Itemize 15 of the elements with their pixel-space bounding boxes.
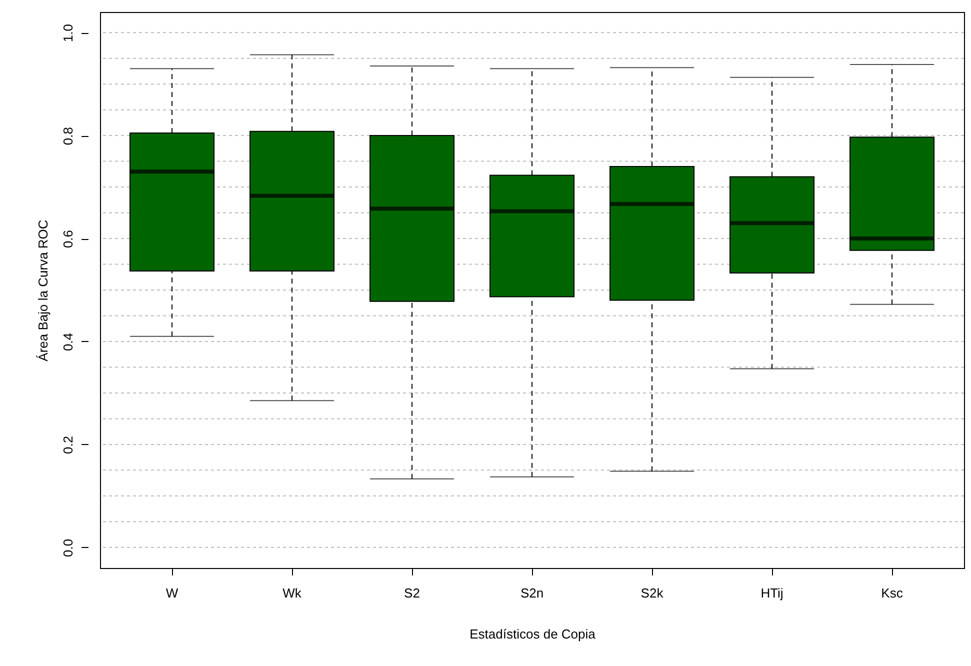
x-tick-label: S2n [520, 586, 544, 600]
y-tick-label: 0.8 [60, 127, 76, 146]
x-tick-label: Wk [282, 586, 302, 600]
x-tick-label: HTij [760, 586, 784, 600]
y-tick-label: 1.0 [60, 24, 76, 42]
y-tick-label: 0.6 [60, 230, 76, 248]
x-axis-title: Estadísticos de Copia [470, 626, 596, 642]
x-tick-label: S2k [640, 586, 664, 600]
y-tick-label: 0.0 [60, 538, 76, 557]
x-tick-label: Ksc [881, 586, 904, 600]
y-tick-label: 0.4 [60, 332, 76, 352]
x-tick-label: W [166, 586, 179, 600]
y-axis-title: Área Bajo la Curva ROC [36, 220, 50, 362]
x-tick-label: S2 [404, 586, 420, 600]
y-tick-label: 0.2 [60, 436, 76, 454]
